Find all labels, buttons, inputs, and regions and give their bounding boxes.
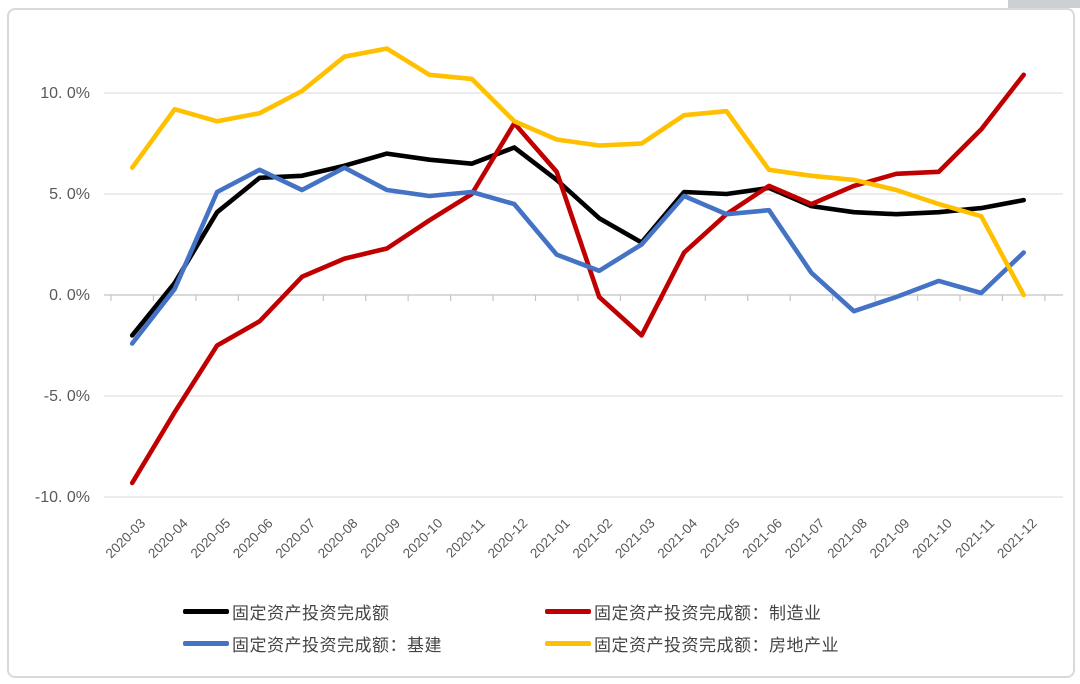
x-axis-tick-label: 2020-09 [357, 516, 403, 562]
x-axis-tick-label: 2021-07 [782, 516, 828, 562]
series-line-1 [129, 72, 1027, 486]
x-axis-tick-label: 2021-09 [867, 516, 913, 562]
x-axis-tick-label: 2021-11 [952, 516, 997, 561]
x-axis-tick-label: 2021-04 [655, 515, 701, 561]
legend-item-infrastructure: 固定资产投资完成额：基建 [183, 631, 545, 656]
x-axis-tick-label: 2020-03 [103, 516, 149, 562]
y-axis-tick-label: -10. 0% [35, 489, 90, 506]
chart-panel-border [7, 8, 1075, 678]
x-axis-tick-label: 2020-08 [315, 516, 361, 562]
series-line-3 [129, 46, 1027, 298]
legend-label: 固定资产投资完成额：制造业 [594, 604, 822, 623]
x-axis-tick-label: 2021-06 [739, 516, 785, 562]
x-axis-tick-label: 2020-12 [485, 516, 531, 562]
x-axis-tick-label: 2020-07 [273, 516, 319, 562]
legend-label: 固定资产投资完成额：房地产业 [594, 636, 839, 655]
legend-line-swatch-red [545, 609, 591, 614]
chart-legend: 固定资产投资完成额 固定资产投资完成额：制造业 固定资产投资完成额：基建 固定资… [183, 599, 839, 656]
window-edge-artifact [1008, 0, 1080, 8]
y-axis-tick-label: -5. 0% [44, 388, 90, 405]
legend-label: 固定资产投资完成额：基建 [232, 636, 442, 655]
legend-line-swatch-blue [183, 641, 229, 646]
x-axis-tick-label: 2021-01 [527, 516, 573, 562]
x-axis-tick-label: 2020-11 [443, 516, 488, 561]
legend-label: 固定资产投资完成额 [232, 604, 390, 623]
y-axis-tick-label: 5. 0% [49, 186, 90, 203]
x-axis-tick-label: 2021-03 [612, 516, 658, 562]
series-line-2 [129, 165, 1027, 346]
legend-item-total: 固定资产投资完成额 [183, 599, 545, 624]
x-axis-tick-label: 2021-10 [909, 516, 955, 562]
y-axis-tick-label: 10. 0% [40, 85, 90, 102]
x-axis-tick-label: 2021-05 [697, 516, 743, 562]
legend-item-realestate: 固定资产投资完成额：房地产业 [545, 631, 839, 656]
series-line-0 [129, 145, 1027, 338]
legend-line-swatch-black [183, 609, 229, 614]
x-axis-tick-label: 2021-08 [824, 516, 870, 562]
y-axis-tick-label: 0. 0% [49, 287, 90, 304]
x-axis-tick-label: 2021-12 [994, 516, 1040, 562]
legend-line-swatch-yellow [545, 641, 591, 646]
x-axis-tick-label: 2021-02 [570, 516, 616, 562]
legend-item-manufacturing: 固定资产投资完成额：制造业 [545, 599, 839, 624]
x-axis-tick-label: 2020-05 [188, 516, 234, 562]
x-axis-tick-label: 2020-06 [230, 516, 276, 562]
x-axis-tick-label: 2020-10 [400, 516, 446, 562]
x-axis-tick-label: 2020-04 [145, 515, 191, 561]
line-chart: 10. 0%5. 0%0. 0%-5. 0%-10. 0%2020-032020… [35, 46, 1063, 562]
